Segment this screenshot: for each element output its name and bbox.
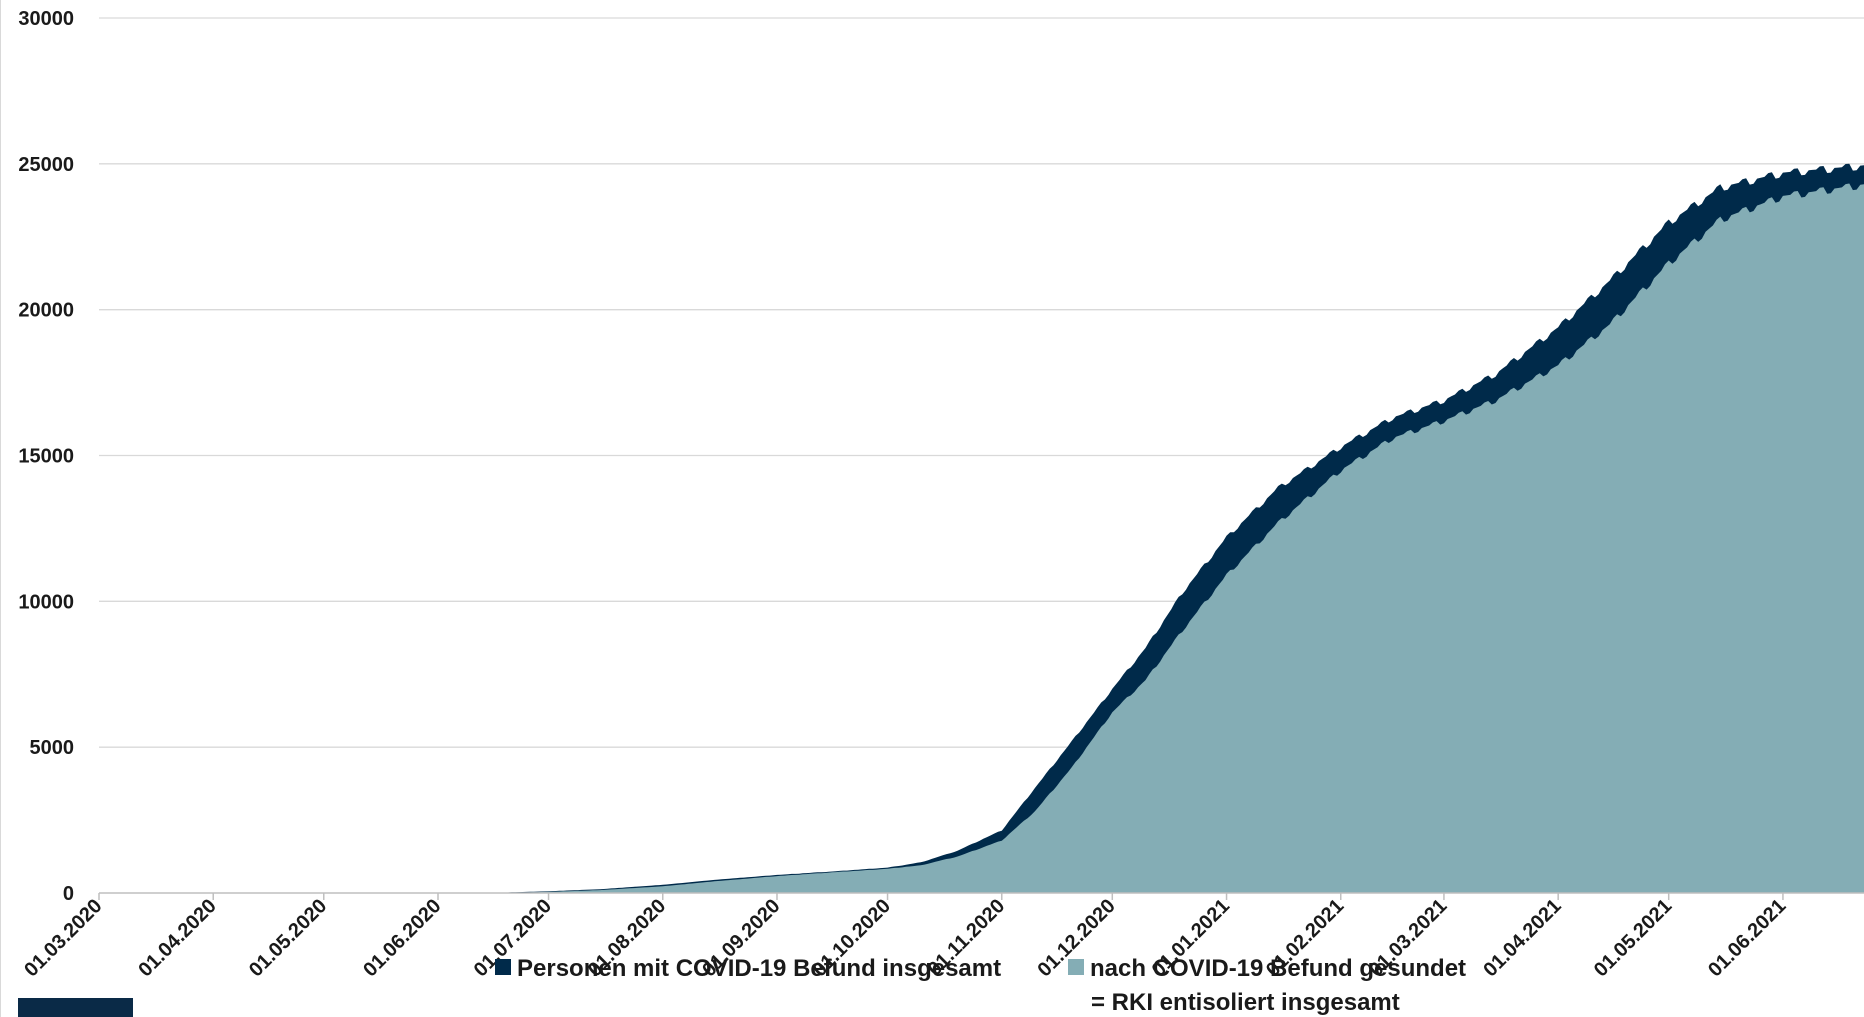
x-tick-label: 01.03.2020 — [20, 895, 106, 981]
scroll-handle — [18, 998, 133, 1017]
y-tick-label: 20000 — [18, 300, 74, 322]
y-axis: 0 5000 10000 15000 20000 25000 30000 — [18, 8, 74, 905]
x-tick-label: 01.04.2020 — [134, 895, 220, 981]
legend-label: nach COVID-19 Befund gesundet — [1090, 955, 1466, 982]
x-tick-label: 01.06.2021 — [1704, 895, 1790, 981]
legend-swatch — [1068, 959, 1084, 975]
y-tick-label: 25000 — [18, 154, 74, 176]
y-tick-label: 5000 — [30, 737, 75, 759]
legend-swatch — [495, 959, 511, 975]
x-tick-label: 01.05.2021 — [1590, 895, 1676, 981]
y-tick-label: 30000 — [18, 8, 74, 30]
x-tick-label: 01.04.2021 — [1479, 895, 1565, 981]
area-series-2 — [99, 183, 1864, 893]
series-areas — [99, 163, 1864, 893]
legend-label: Personen mit COVID-19 Befund insgesamt — [517, 955, 1001, 982]
legend: Personen mit COVID-19 Befund insgesamt na… — [495, 955, 1466, 1016]
y-tick-label: 15000 — [18, 446, 74, 468]
y-tick-label: 0 — [63, 883, 74, 905]
x-tick-label: 01.06.2020 — [359, 895, 445, 981]
legend-label: = RKI entisoliert insgesamt — [1091, 989, 1400, 1016]
gridlines — [99, 17, 1864, 748]
y-tick-label: 10000 — [18, 591, 74, 613]
x-tick-label: 01.05.2020 — [245, 895, 331, 981]
